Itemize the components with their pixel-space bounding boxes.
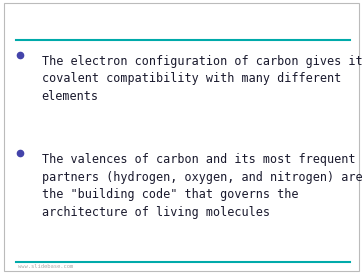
Text: The valences of carbon and its most frequent
partners (hydrogen, oxygen, and nit: The valences of carbon and its most freq… [42,153,362,219]
Text: www.slidebase.com: www.slidebase.com [18,264,73,269]
Text: The electron configuration of carbon gives it
covalent compatibility with many d: The electron configuration of carbon giv… [42,55,362,103]
